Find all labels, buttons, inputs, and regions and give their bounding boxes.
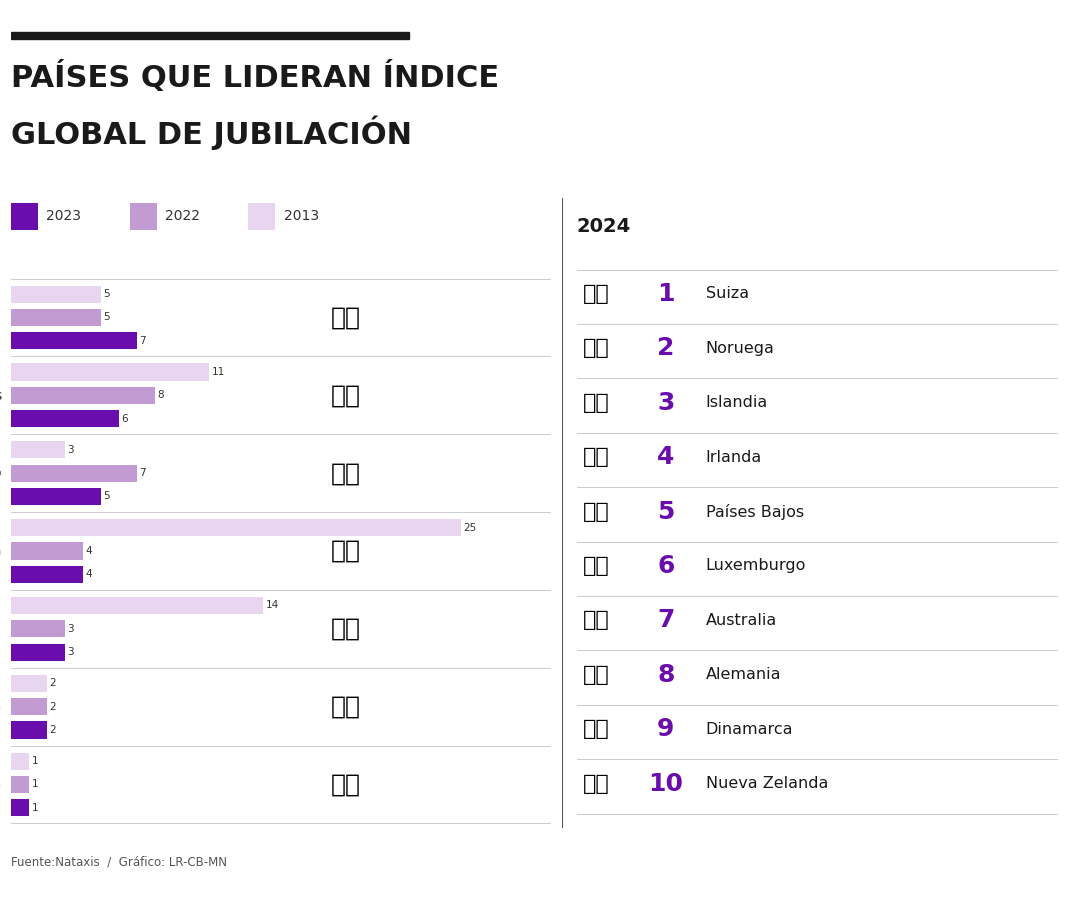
Text: 5: 5	[104, 491, 110, 501]
Text: Irlanda: Irlanda	[705, 450, 761, 464]
Text: 14: 14	[266, 600, 279, 610]
Text: Fuente:Nataxis  /  Gráfico: LR-CB-MN: Fuente:Nataxis / Gráfico: LR-CB-MN	[11, 856, 227, 868]
Text: 3: 3	[658, 391, 675, 415]
Text: 8: 8	[158, 391, 164, 401]
Text: 🇩🇰: 🇩🇰	[583, 719, 610, 739]
Bar	[11, 364, 208, 381]
Text: 🇳🇴: 🇳🇴	[583, 338, 610, 358]
Text: Alemania: Alemania	[705, 667, 781, 682]
Text: 1: 1	[31, 779, 38, 789]
Text: 🇮🇪: 🇮🇪	[583, 447, 610, 467]
Text: 2: 2	[658, 337, 675, 360]
Text: 🇮🇸: 🇮🇸	[583, 392, 610, 413]
Text: 7: 7	[139, 336, 146, 346]
Text: Luxemburgo: Luxemburgo	[0, 466, 2, 480]
Text: Noruega: Noruega	[0, 778, 2, 791]
Text: 3: 3	[67, 624, 75, 634]
Text: Suiza: Suiza	[0, 699, 2, 714]
Text: Noruega: Noruega	[705, 341, 774, 356]
Bar	[11, 464, 137, 482]
Bar	[11, 519, 461, 536]
Text: PAÍSES QUE LIDERAN ÍNDICE: PAÍSES QUE LIDERAN ÍNDICE	[11, 60, 499, 93]
Bar	[11, 752, 29, 770]
Text: Luxemburgo: Luxemburgo	[705, 559, 806, 573]
Text: 🇳🇱: 🇳🇱	[583, 501, 610, 522]
Text: 2013: 2013	[284, 209, 319, 223]
Bar	[11, 698, 46, 716]
Bar	[11, 722, 46, 739]
Bar	[11, 488, 100, 505]
Text: 4: 4	[658, 446, 675, 469]
Text: 5: 5	[658, 500, 675, 524]
Bar	[11, 332, 137, 349]
Bar	[11, 410, 119, 428]
Text: 2023: 2023	[46, 209, 81, 223]
Bar	[11, 675, 46, 692]
Text: GLOBAL DE JUBILACIÓN: GLOBAL DE JUBILACIÓN	[11, 116, 411, 150]
Text: 7: 7	[658, 608, 675, 633]
Text: LR: LR	[1009, 799, 1032, 817]
Text: 6: 6	[658, 554, 675, 578]
Text: 1: 1	[31, 803, 38, 813]
Bar	[11, 387, 154, 404]
Text: Nueva Zelanda: Nueva Zelanda	[705, 776, 828, 791]
Text: 🇨🇭: 🇨🇭	[583, 284, 610, 304]
Text: Dinamarca: Dinamarca	[705, 722, 793, 737]
Text: 3: 3	[67, 445, 75, 455]
Text: Australia: Australia	[0, 310, 2, 325]
Bar	[11, 799, 29, 816]
FancyBboxPatch shape	[130, 203, 157, 230]
Text: 🇦🇺: 🇦🇺	[583, 610, 610, 630]
Text: 2024: 2024	[577, 217, 631, 236]
Text: Islandia: Islandia	[705, 395, 768, 410]
Text: Suiza: Suiza	[705, 286, 748, 302]
Text: 7: 7	[139, 468, 146, 478]
Text: 5: 5	[104, 289, 110, 299]
Bar	[11, 309, 100, 326]
Bar	[11, 543, 83, 560]
Text: 4: 4	[85, 546, 92, 556]
Bar	[11, 620, 65, 637]
Text: 6: 6	[121, 414, 129, 424]
Text: Islandia: Islandia	[0, 622, 2, 635]
Bar	[11, 597, 262, 614]
Text: 10: 10	[648, 771, 684, 796]
Text: 3: 3	[67, 647, 75, 657]
FancyBboxPatch shape	[248, 203, 275, 230]
Text: Países Bajos: Países Bajos	[705, 504, 804, 519]
Bar	[11, 32, 409, 40]
Text: 🇨🇭: 🇨🇭	[330, 695, 361, 718]
Text: 8: 8	[658, 662, 675, 687]
Text: Países Bajos: Países Bajos	[0, 388, 2, 402]
Bar	[11, 285, 100, 302]
Text: 2022: 2022	[165, 209, 200, 223]
Bar	[11, 644, 65, 661]
Text: 🇦🇺: 🇦🇺	[330, 305, 361, 329]
Bar	[11, 441, 65, 458]
Text: 🇳🇿: 🇳🇿	[583, 774, 610, 794]
Text: 25: 25	[463, 523, 476, 533]
Text: 🇳🇱: 🇳🇱	[330, 383, 361, 408]
Text: 🇩🇪: 🇩🇪	[583, 665, 610, 685]
Text: Irlanda: Irlanda	[0, 544, 2, 558]
Bar	[11, 776, 29, 793]
Text: 2: 2	[50, 679, 56, 688]
Text: 5: 5	[104, 312, 110, 322]
Text: 🇮🇪: 🇮🇪	[330, 539, 361, 562]
FancyBboxPatch shape	[11, 203, 38, 230]
Text: 🇳🇴: 🇳🇴	[330, 772, 361, 796]
Text: 🇱🇺: 🇱🇺	[583, 556, 610, 576]
Text: 🇱🇺: 🇱🇺	[330, 461, 361, 485]
Text: 2: 2	[50, 724, 56, 735]
Bar	[11, 566, 83, 583]
Text: 🇮🇸: 🇮🇸	[330, 616, 361, 641]
Text: 9: 9	[658, 717, 675, 742]
Text: Australia: Australia	[705, 613, 777, 628]
Text: 1: 1	[657, 282, 675, 306]
Text: 1: 1	[31, 756, 38, 766]
Text: 2: 2	[50, 702, 56, 712]
Text: 11: 11	[212, 367, 225, 377]
Text: 4: 4	[85, 570, 92, 580]
